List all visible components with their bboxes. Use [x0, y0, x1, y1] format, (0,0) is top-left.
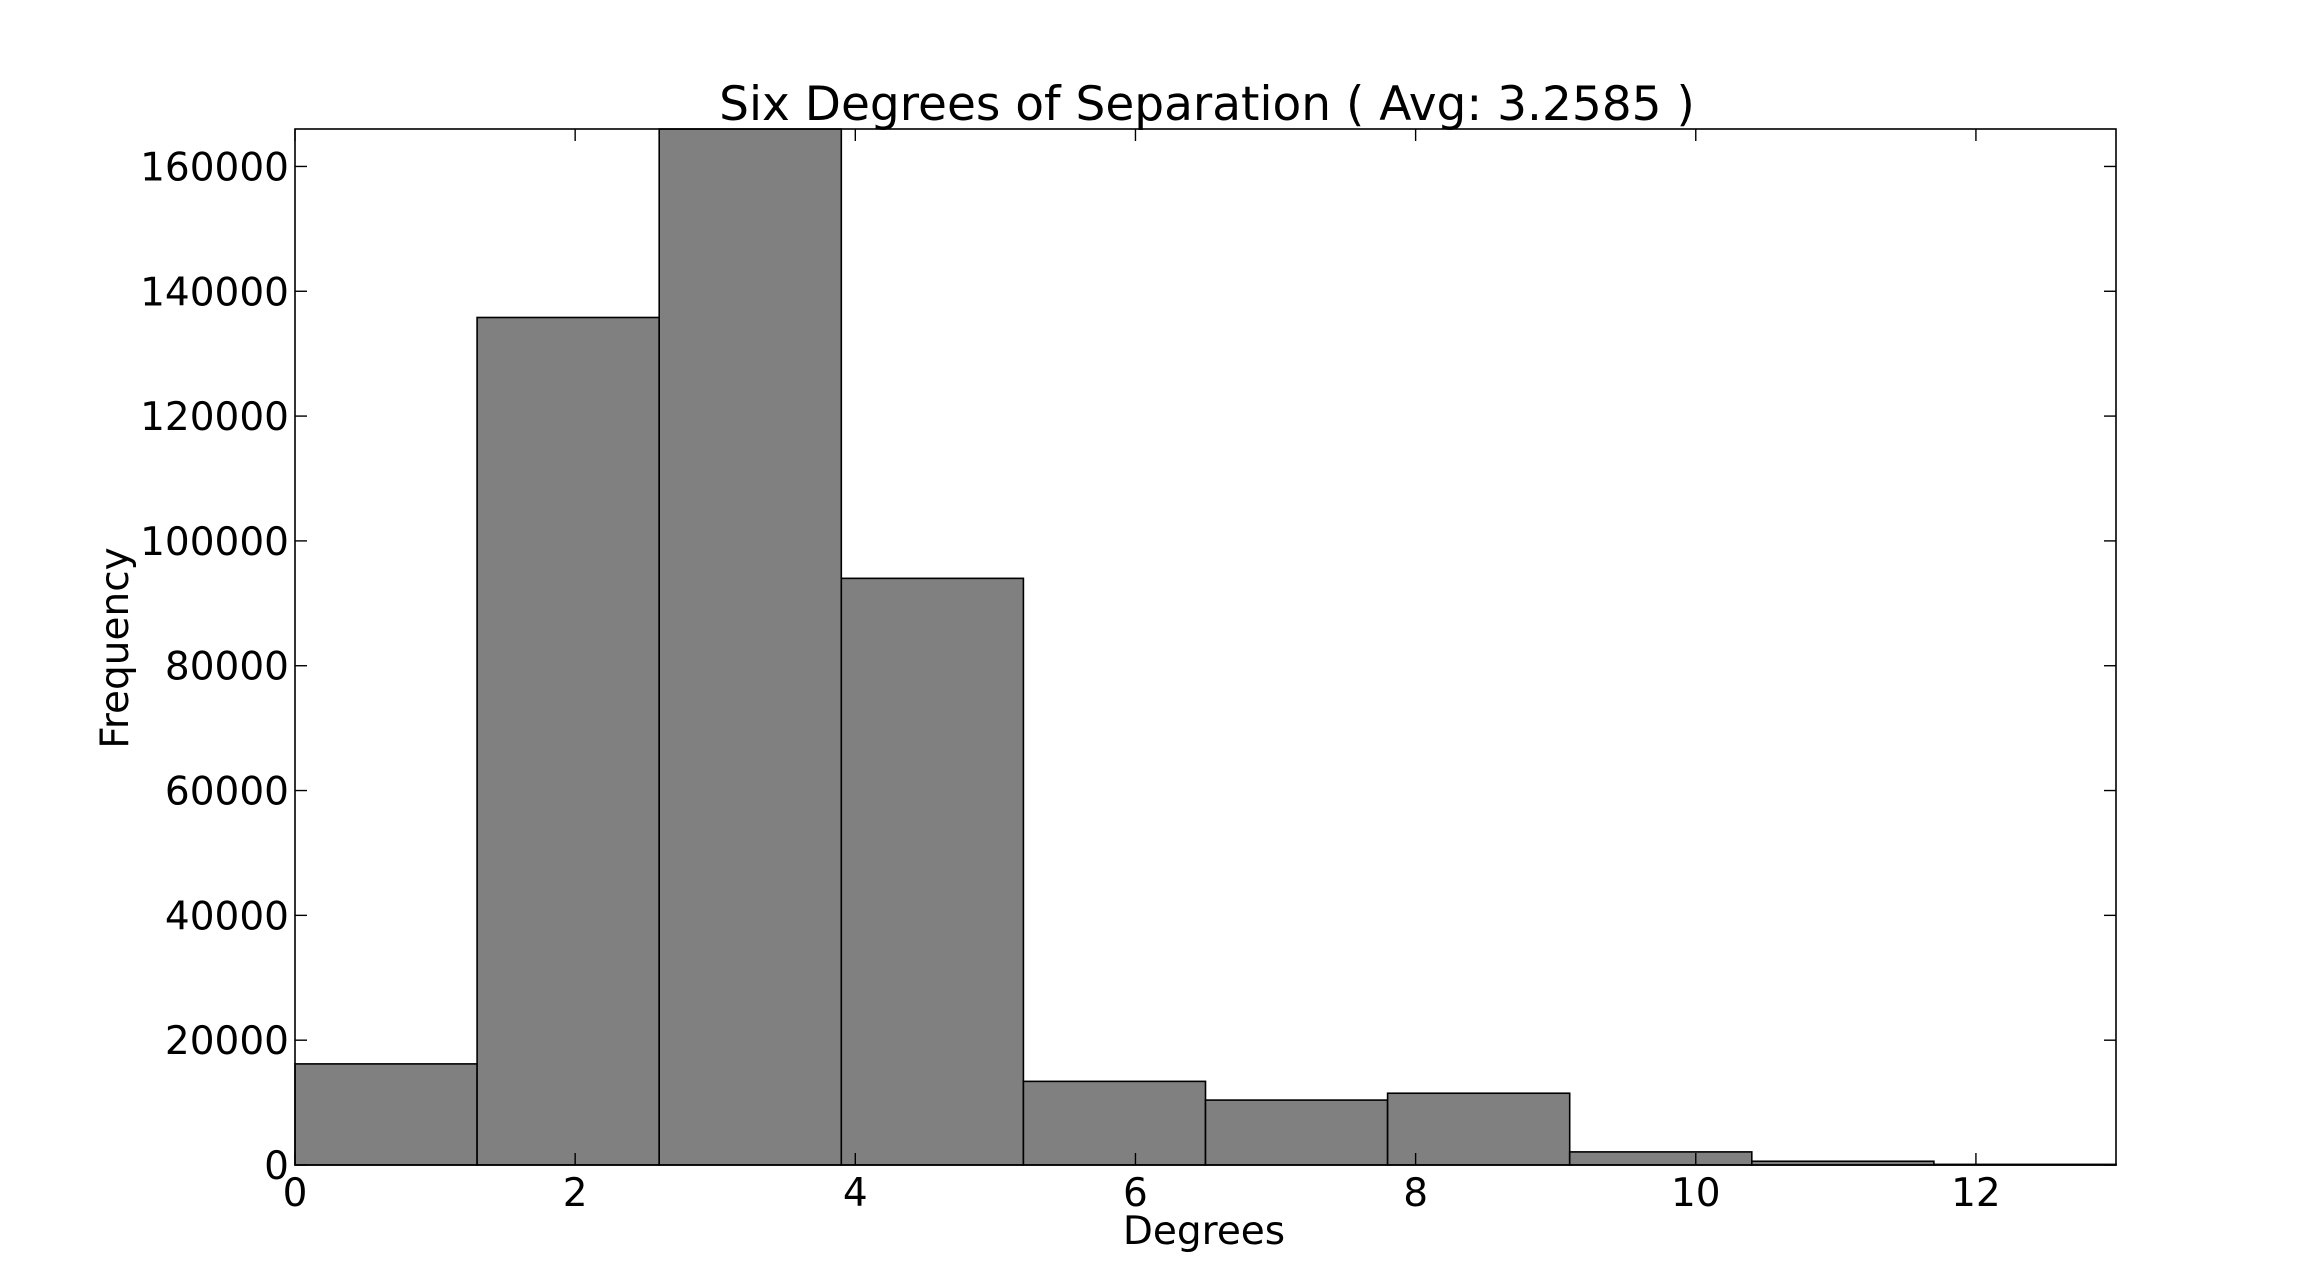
bars-group	[294, 128, 2117, 1166]
y-tick-label: 20000	[165, 1019, 289, 1064]
x-axis-label: Degrees	[1123, 1209, 1285, 1254]
y-tick-label: 100000	[140, 520, 289, 565]
y-tick-label: 40000	[165, 894, 289, 939]
x-tick-label: 2	[563, 1171, 588, 1216]
histogram-bar-0	[294, 1063, 478, 1166]
y-tick-label: 80000	[165, 645, 289, 690]
chart-title: Six Degrees of Separation ( Avg: 3.2585 …	[719, 77, 1695, 132]
histogram-bar-1	[476, 316, 661, 1166]
histogram-bar-4	[1022, 1080, 1207, 1166]
y-tick-label: 120000	[140, 395, 289, 440]
y-axis-label: Frequency	[93, 547, 138, 748]
histogram-bar-6	[1386, 1092, 1571, 1166]
x-tick-label: 10	[1671, 1171, 1721, 1216]
x-tick-label: 0	[283, 1171, 308, 1216]
plot-frame	[294, 128, 2117, 1166]
y-tick-label: 60000	[165, 770, 289, 815]
x-tick-label: 4	[843, 1171, 868, 1216]
histogram-bar-5	[1204, 1099, 1389, 1166]
y-tick-label: 140000	[140, 270, 289, 315]
histogram-bar-2	[658, 128, 843, 1166]
ticks-group: 0 2 4 6 8 10 12 0 20000 40000 60000 80000 100000 1200…	[140, 129, 2116, 1216]
histogram-bar-7	[1568, 1151, 1753, 1166]
x-tick-label: 12	[1951, 1171, 2001, 1216]
x-tick-label: 6	[1123, 1171, 1148, 1216]
y-tick-label: 160000	[140, 145, 289, 190]
y-tick-label: 0	[264, 1144, 289, 1189]
histogram-bar-3	[840, 577, 1025, 1166]
x-tick-label: 8	[1403, 1171, 1428, 1216]
